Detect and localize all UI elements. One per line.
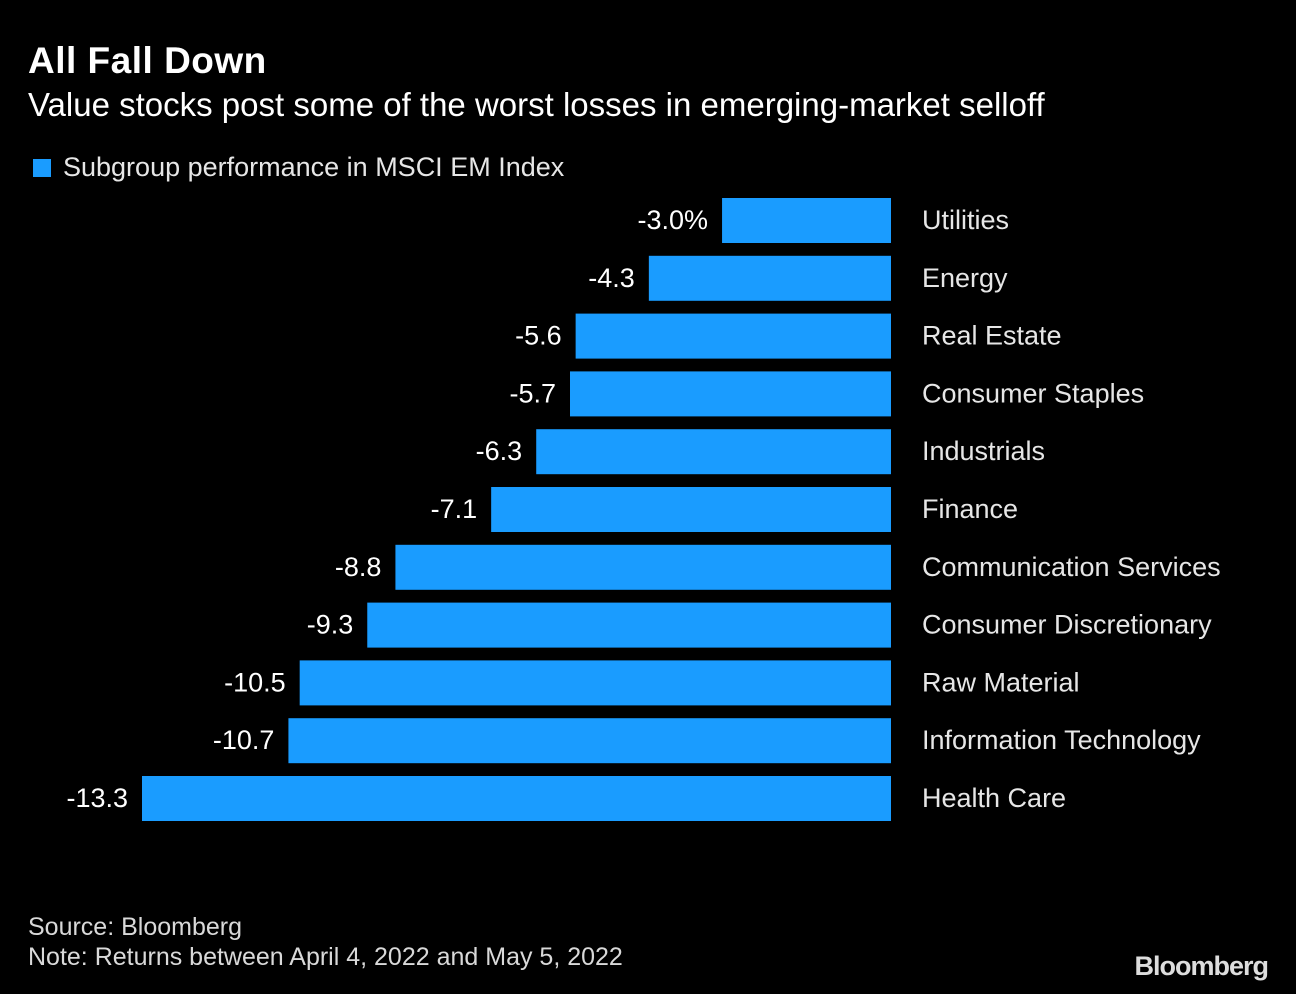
value-label: -10.5 xyxy=(224,667,286,697)
category-label: Raw Material xyxy=(922,667,1080,697)
value-label: -7.1 xyxy=(431,494,478,524)
category-label: Health Care xyxy=(922,783,1066,813)
value-label: -3.0% xyxy=(638,205,709,235)
bar xyxy=(142,776,891,821)
category-label: Energy xyxy=(922,263,1008,293)
bloomberg-logo: Bloomberg xyxy=(1134,951,1269,981)
category-label: Consumer Staples xyxy=(922,378,1144,408)
bar xyxy=(491,487,891,532)
legend-swatch xyxy=(33,158,51,177)
legend: Subgroup performance in MSCI EM Index xyxy=(33,152,564,183)
value-label: -4.3 xyxy=(588,263,635,293)
bar xyxy=(299,660,891,706)
footnotes: Source: Bloomberg Note: Returns between … xyxy=(28,912,623,972)
bar xyxy=(288,718,892,764)
value-label: -9.3 xyxy=(307,610,354,640)
bar xyxy=(536,429,891,475)
bar xyxy=(570,371,891,417)
value-label: -5.6 xyxy=(515,321,562,351)
value-label: -13.3 xyxy=(66,783,128,813)
category-label: Finance xyxy=(922,494,1018,524)
bar xyxy=(575,313,891,359)
legend-label: Subgroup performance in MSCI EM Index xyxy=(63,152,565,182)
category-label: Industrials xyxy=(922,436,1045,466)
bar xyxy=(395,544,891,590)
note-text: Note: Returns between April 4, 2022 and … xyxy=(28,943,623,971)
category-label: Utilities xyxy=(922,205,1009,235)
chart-subtitle: Value stocks post some of the worst loss… xyxy=(28,86,1045,123)
bar xyxy=(722,198,891,243)
category-label: Real Estate xyxy=(922,321,1062,351)
bar xyxy=(648,255,891,301)
value-label: -8.8 xyxy=(335,552,382,582)
source-text: Source: Bloomberg xyxy=(28,913,243,941)
bar xyxy=(367,602,891,648)
value-label: -5.7 xyxy=(509,378,556,408)
category-label: Information Technology xyxy=(922,725,1201,755)
category-label: Communication Services xyxy=(922,552,1221,582)
chart-title: All Fall Down xyxy=(28,40,267,81)
category-label: Consumer Discretionary xyxy=(922,610,1212,640)
value-label: -6.3 xyxy=(476,436,523,466)
value-label: -10.7 xyxy=(213,725,275,755)
